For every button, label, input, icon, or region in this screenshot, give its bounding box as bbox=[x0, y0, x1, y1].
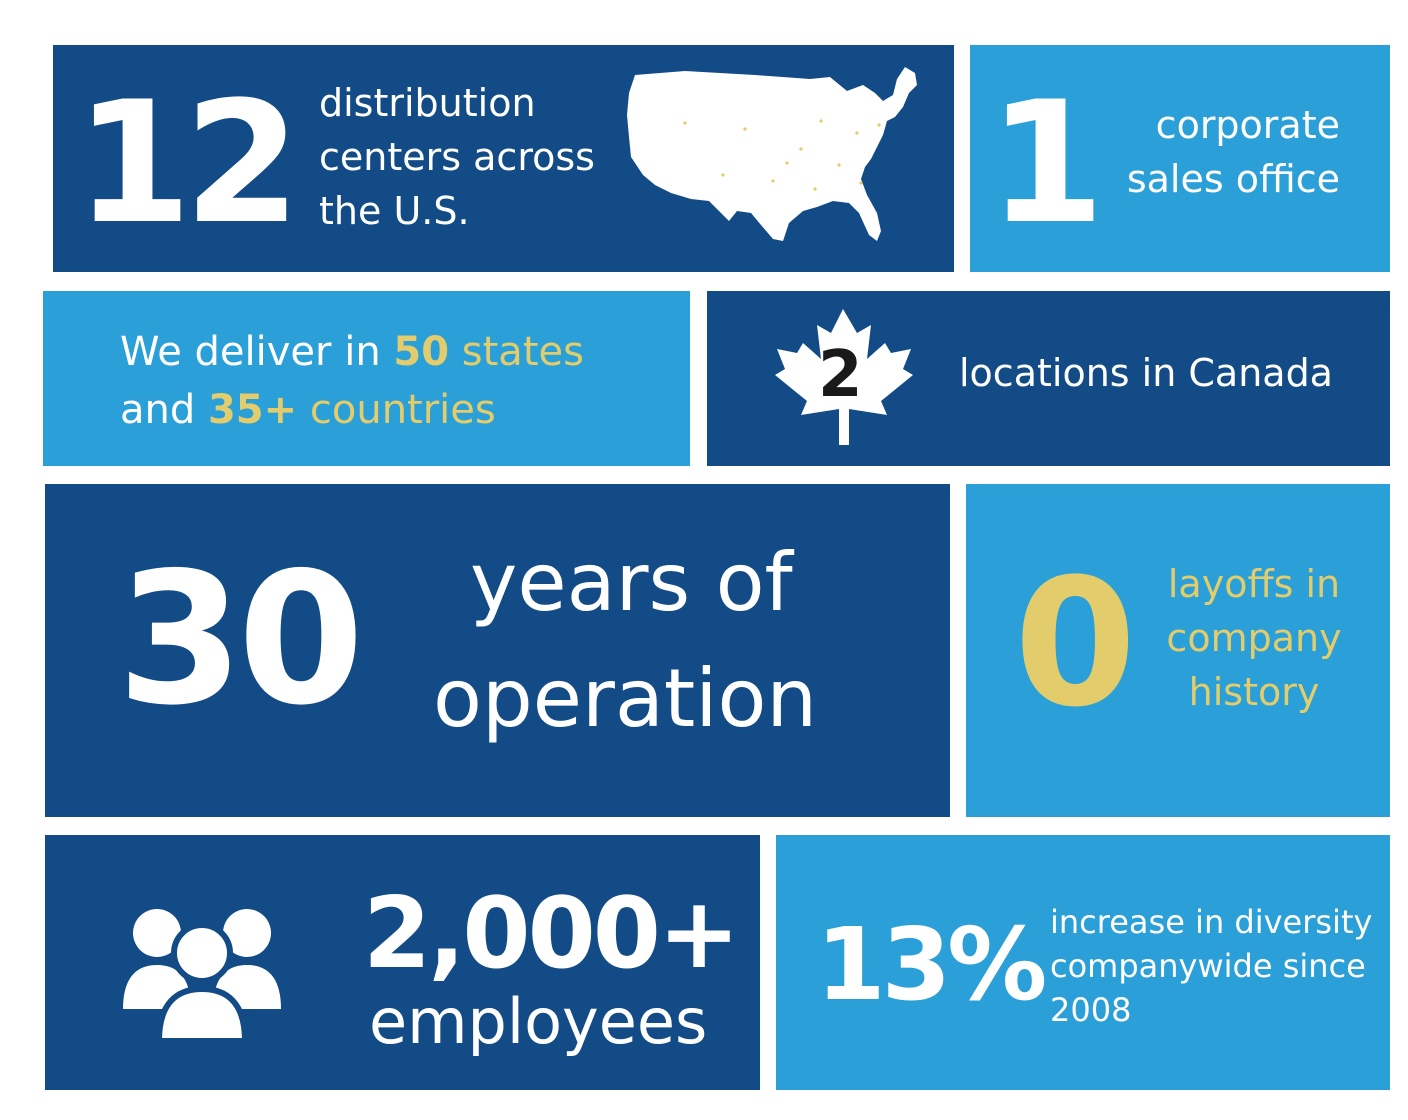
layoffs-line-1: layoffs in bbox=[1167, 562, 1341, 606]
layoffs-tile: 0 layoffs in company history bbox=[966, 484, 1390, 817]
operation-line-1: years of bbox=[470, 536, 793, 629]
canada-count: 2 bbox=[818, 338, 863, 412]
countries-label: countries bbox=[297, 387, 496, 433]
corporate-line-2: sales office bbox=[1126, 157, 1340, 201]
operation-line-2: operation bbox=[433, 652, 818, 745]
diversity-line-1: increase in diversity bbox=[1050, 903, 1373, 941]
operation-years: 30 bbox=[117, 533, 364, 745]
delivery-prefix: We deliver in bbox=[120, 329, 394, 375]
distribution-centers-tile: 12 distribution centers across the U.S. bbox=[53, 45, 954, 272]
delivery-line-2: and 35+ countries bbox=[120, 387, 496, 433]
corporate-line-1: corporate bbox=[1155, 103, 1340, 147]
layoffs-line-2: company bbox=[1166, 616, 1342, 660]
distribution-line-1: distribution bbox=[319, 81, 536, 125]
employees-label: employees bbox=[369, 985, 708, 1058]
diversity-tile: 13% increase in diversity companywide si… bbox=[776, 835, 1390, 1090]
us-map-icon bbox=[627, 67, 917, 241]
diversity-line-2: companywide since bbox=[1050, 947, 1366, 985]
states-count: 50 bbox=[393, 329, 450, 375]
delivery-tile: We deliver in 50 states and 35+ countrie… bbox=[43, 291, 690, 466]
states-label: states bbox=[449, 329, 584, 375]
corporate-count: 1 bbox=[988, 65, 1105, 261]
distribution-line-3: the U.S. bbox=[319, 189, 470, 233]
layoffs-line-3: history bbox=[1188, 670, 1320, 714]
people-group-icon bbox=[123, 909, 281, 1043]
maple-leaf-icon bbox=[775, 309, 913, 445]
diversity-line-3: 2008 bbox=[1050, 991, 1132, 1029]
corporate-office-tile: 1 corporate sales office bbox=[970, 45, 1390, 272]
countries-count: 35+ bbox=[207, 387, 298, 433]
operation-tile: 30 years of operation bbox=[45, 484, 950, 817]
distribution-line-2: centers across bbox=[319, 135, 595, 179]
layoffs-count: 0 bbox=[1014, 541, 1137, 746]
canada-tile: 2 locations in Canada bbox=[707, 291, 1390, 466]
employees-tile: 2,000+ employees bbox=[45, 835, 760, 1090]
delivery-line-1: We deliver in 50 states bbox=[120, 329, 584, 375]
delivery-and: and bbox=[120, 387, 208, 433]
diversity-percent: 13% bbox=[816, 906, 1047, 1023]
distribution-count: 12 bbox=[75, 65, 301, 261]
employees-count: 2,000+ bbox=[363, 877, 740, 991]
canada-label: locations in Canada bbox=[959, 351, 1333, 395]
